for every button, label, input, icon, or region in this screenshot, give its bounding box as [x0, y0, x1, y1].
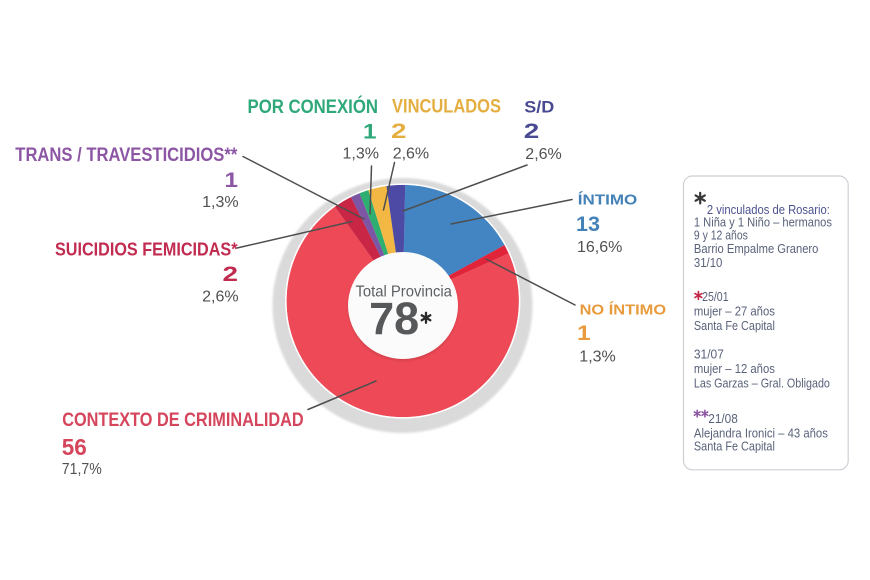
svg-text:Barrio Empalme Granero: Barrio Empalme Granero — [694, 241, 819, 256]
svg-text:1,3%: 1,3% — [343, 145, 379, 162]
svg-text:Alejandra Ironici – 43 años: Alejandra Ironici – 43 años — [694, 425, 828, 440]
svg-text:2,6%: 2,6% — [525, 146, 561, 163]
svg-text:1 Niña y 1 Niño – hermanos: 1 Niña y 1 Niño – hermanos — [694, 215, 832, 230]
svg-text:S/D: S/D — [524, 99, 554, 117]
svg-text:1,3%: 1,3% — [202, 194, 238, 211]
svg-text:21/08: 21/08 — [708, 411, 738, 426]
svg-text:25/01: 25/01 — [702, 289, 729, 304]
svg-text:CONTEXTO DE CRIMINALIDAD: CONTEXTO DE CRIMINALIDAD — [62, 410, 304, 431]
svg-text:2: 2 — [223, 263, 239, 286]
svg-text:Total Provincia: Total Provincia — [355, 284, 452, 301]
svg-text:1,3%: 1,3% — [579, 349, 615, 366]
svg-text:1: 1 — [225, 169, 239, 192]
svg-text:mujer – 12 años: mujer – 12 años — [694, 361, 775, 376]
svg-text:1: 1 — [577, 322, 591, 345]
svg-text:2 vinculados de Rosario:: 2 vinculados de Rosario: — [707, 202, 830, 217]
svg-text:POR CONEXIÓN: POR CONEXIÓN — [248, 96, 379, 118]
svg-text:Las Garzas – Gral. Obligado: Las Garzas – Gral. Obligado — [694, 376, 830, 391]
svg-text:31/07: 31/07 — [694, 346, 724, 361]
svg-text:71,7%: 71,7% — [62, 461, 102, 478]
svg-text:ÍNTIMO: ÍNTIMO — [578, 191, 638, 208]
svg-text:2,6%: 2,6% — [393, 145, 429, 162]
svg-text:Santa Fe Capital: Santa Fe Capital — [694, 439, 775, 454]
svg-text:2: 2 — [391, 120, 407, 143]
svg-text:56: 56 — [62, 434, 87, 460]
svg-text:2: 2 — [524, 120, 540, 143]
svg-text:31/10: 31/10 — [694, 255, 723, 270]
svg-text:1: 1 — [363, 120, 377, 143]
svg-text:Santa Fe Capital: Santa Fe Capital — [694, 318, 775, 333]
svg-text:NO ÍNTIMO: NO ÍNTIMO — [580, 302, 667, 319]
svg-text:SUICIDIOS FEMICIDAS*: SUICIDIOS FEMICIDAS* — [55, 239, 238, 260]
svg-text:mujer – 27 años: mujer – 27 años — [694, 303, 775, 318]
svg-text:2,6%: 2,6% — [202, 289, 238, 306]
svg-text:13: 13 — [576, 213, 600, 236]
svg-text:78: 78 — [369, 293, 419, 344]
svg-text:TRANS / TRAVESTICIDIOS**: TRANS / TRAVESTICIDIOS** — [15, 145, 238, 166]
svg-text:9 y 12 años: 9 y 12 años — [694, 228, 748, 243]
svg-text:VINCULADOS: VINCULADOS — [392, 97, 501, 118]
svg-text:16,6%: 16,6% — [577, 239, 622, 256]
